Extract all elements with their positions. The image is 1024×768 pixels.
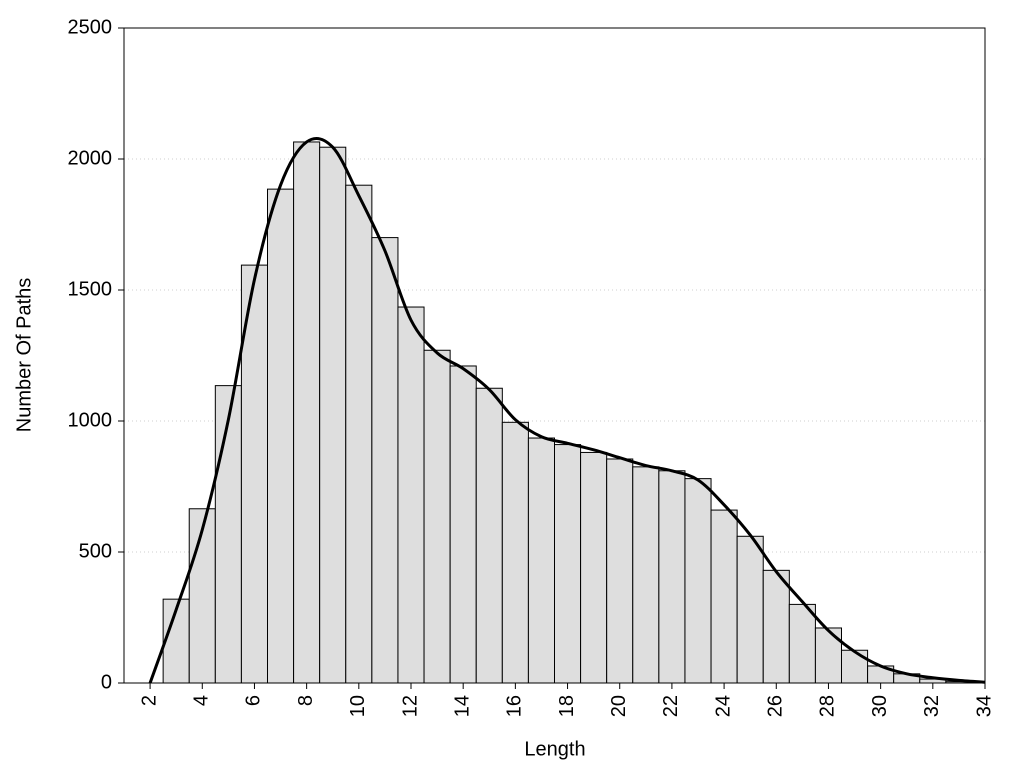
x-tick-label: 34 bbox=[973, 695, 995, 717]
x-tick-label: 6 bbox=[243, 695, 265, 706]
x-tick-label: 16 bbox=[504, 695, 526, 717]
bar bbox=[267, 188, 295, 684]
bar bbox=[788, 603, 816, 684]
x-tick-label: 32 bbox=[921, 695, 943, 717]
y-tick-label: 2000 bbox=[68, 147, 113, 169]
bar bbox=[841, 649, 869, 684]
y-tick-label: 0 bbox=[101, 671, 112, 693]
bar bbox=[658, 470, 686, 684]
y-tick-label: 1500 bbox=[68, 278, 113, 300]
bar bbox=[319, 146, 347, 684]
bar bbox=[501, 421, 529, 684]
x-tick-label: 20 bbox=[608, 695, 630, 717]
x-tick-label: 24 bbox=[712, 695, 734, 717]
bar bbox=[371, 237, 399, 684]
bar bbox=[710, 509, 738, 684]
y-tick-label: 2500 bbox=[68, 16, 113, 38]
x-tick-label: 26 bbox=[765, 695, 787, 717]
x-tick-label: 12 bbox=[399, 695, 421, 717]
x-tick-label: 10 bbox=[347, 695, 369, 717]
bar bbox=[397, 306, 425, 684]
bar bbox=[632, 466, 660, 684]
x-axis-label: Length bbox=[524, 738, 585, 760]
x-tick-label: 28 bbox=[817, 695, 839, 717]
plot-frame bbox=[123, 27, 986, 684]
bar bbox=[554, 444, 582, 684]
bar bbox=[580, 451, 608, 684]
x-tick-label: 18 bbox=[556, 695, 578, 717]
bar bbox=[293, 141, 321, 684]
bar bbox=[423, 349, 451, 684]
x-tick-label: 22 bbox=[660, 695, 682, 717]
bar bbox=[684, 478, 712, 684]
x-tick-label: 2 bbox=[138, 695, 160, 706]
x-tick-label: 30 bbox=[869, 695, 891, 717]
x-tick-label: 8 bbox=[295, 695, 317, 706]
density-curve bbox=[148, 136, 986, 684]
bar bbox=[188, 508, 216, 684]
bar bbox=[606, 458, 634, 684]
y-axis-label: Number Of Paths bbox=[13, 278, 35, 433]
x-tick-label: 4 bbox=[191, 695, 213, 706]
bar bbox=[762, 569, 790, 684]
bar bbox=[214, 385, 242, 684]
bar bbox=[345, 184, 373, 684]
bar bbox=[240, 264, 268, 684]
bar bbox=[475, 387, 503, 684]
bar bbox=[736, 535, 764, 684]
bar bbox=[814, 627, 843, 684]
bar bbox=[449, 365, 477, 684]
y-tick-label: 1000 bbox=[68, 409, 113, 431]
y-tick-label: 500 bbox=[79, 540, 112, 562]
bar bbox=[527, 437, 556, 684]
x-tick-label: 14 bbox=[451, 695, 473, 717]
